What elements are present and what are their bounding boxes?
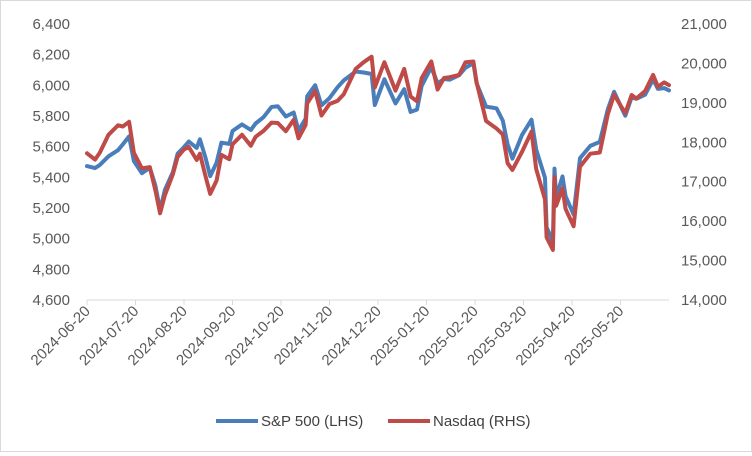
right-y-axis: 14,000 15,000 16,000 17,000 18,000 19,000 20,0… bbox=[681, 16, 727, 309]
legend: S&P 500 (LHS) Nasdaq (RHS) bbox=[216, 413, 531, 430]
right-tick-label: 18,000 bbox=[681, 134, 727, 151]
left-tick-label: 5,200 bbox=[32, 200, 70, 217]
right-tick-label: 19,000 bbox=[681, 95, 727, 112]
left-tick-label: 6,000 bbox=[32, 77, 70, 94]
legend-label-nasdaq: Nasdaq (RHS) bbox=[433, 413, 531, 430]
sp500-series-line bbox=[85, 61, 671, 244]
right-tick-label: 17,000 bbox=[681, 174, 727, 191]
plot-series bbox=[85, 54, 671, 252]
right-tick-label: 16,000 bbox=[681, 213, 727, 230]
left-tick-label: 5,000 bbox=[32, 231, 70, 248]
left-tick-label: 5,600 bbox=[32, 139, 70, 156]
right-tick-label: 15,000 bbox=[681, 253, 727, 270]
left-y-axis: 4,600 4,800 5,000 5,200 5,400 5,600 5,800 6,000… bbox=[32, 16, 70, 309]
right-tick-label: 14,000 bbox=[681, 292, 727, 309]
nasdaq-series-line bbox=[85, 54, 671, 252]
left-tick-label: 4,600 bbox=[32, 292, 70, 309]
x-axis: 2024-06-202024-07-202024-08-202024-09-20… bbox=[28, 300, 627, 369]
left-tick-label: 6,400 bbox=[32, 16, 70, 33]
left-tick-label: 5,800 bbox=[32, 108, 70, 125]
left-tick-label: 6,200 bbox=[32, 47, 70, 64]
right-tick-label: 20,000 bbox=[681, 55, 727, 72]
left-tick-label: 5,400 bbox=[32, 169, 70, 186]
left-tick-label: 4,800 bbox=[32, 261, 70, 278]
legend-label-sp500: S&P 500 (LHS) bbox=[261, 413, 363, 430]
right-tick-label: 21,000 bbox=[681, 16, 727, 33]
